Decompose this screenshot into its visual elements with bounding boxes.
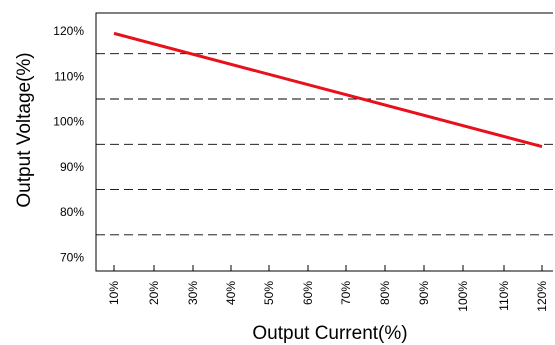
x-tick-label: 90% bbox=[417, 281, 431, 305]
y-tick-label: 110% bbox=[54, 69, 84, 83]
y-tick-label: 80% bbox=[60, 205, 84, 219]
series-group bbox=[113, 31, 543, 148]
x-tick-label: 20% bbox=[147, 281, 161, 305]
series-line bbox=[113, 31, 543, 148]
y-tick-label: 120% bbox=[53, 24, 84, 38]
x-tick-label: 110% bbox=[497, 281, 511, 311]
x-tick-label: 40% bbox=[224, 281, 238, 305]
y-tick-label: 100% bbox=[53, 115, 84, 129]
y-axis-title: Output Voltage(%) bbox=[14, 52, 35, 207]
x-axis-title: Output Current(%) bbox=[252, 323, 407, 344]
x-tick-label: 10% bbox=[107, 281, 121, 305]
x-tick-label: 30% bbox=[186, 281, 200, 305]
grid-lines bbox=[96, 53, 553, 236]
x-tick-label: 120% bbox=[535, 281, 549, 312]
x-tick-label: 60% bbox=[301, 281, 315, 305]
x-tick-label: 50% bbox=[262, 281, 276, 305]
y-tick-label: 70% bbox=[60, 250, 84, 264]
x-ticks: 10% 20% 30% 40% 50% 60% 70% 80% 90% 100% 110% 120% bbox=[107, 265, 549, 312]
x-tick-label: 70% bbox=[339, 281, 353, 305]
x-tick-label: 80% bbox=[378, 281, 392, 305]
plot-frame bbox=[95, 12, 553, 272]
plot-border bbox=[95, 12, 553, 272]
y-tick-label: 90% bbox=[60, 160, 84, 174]
x-tick-label: 100% bbox=[456, 281, 470, 312]
y-ticks: 70% 80% 90% 100% 110% 120% bbox=[53, 24, 84, 264]
